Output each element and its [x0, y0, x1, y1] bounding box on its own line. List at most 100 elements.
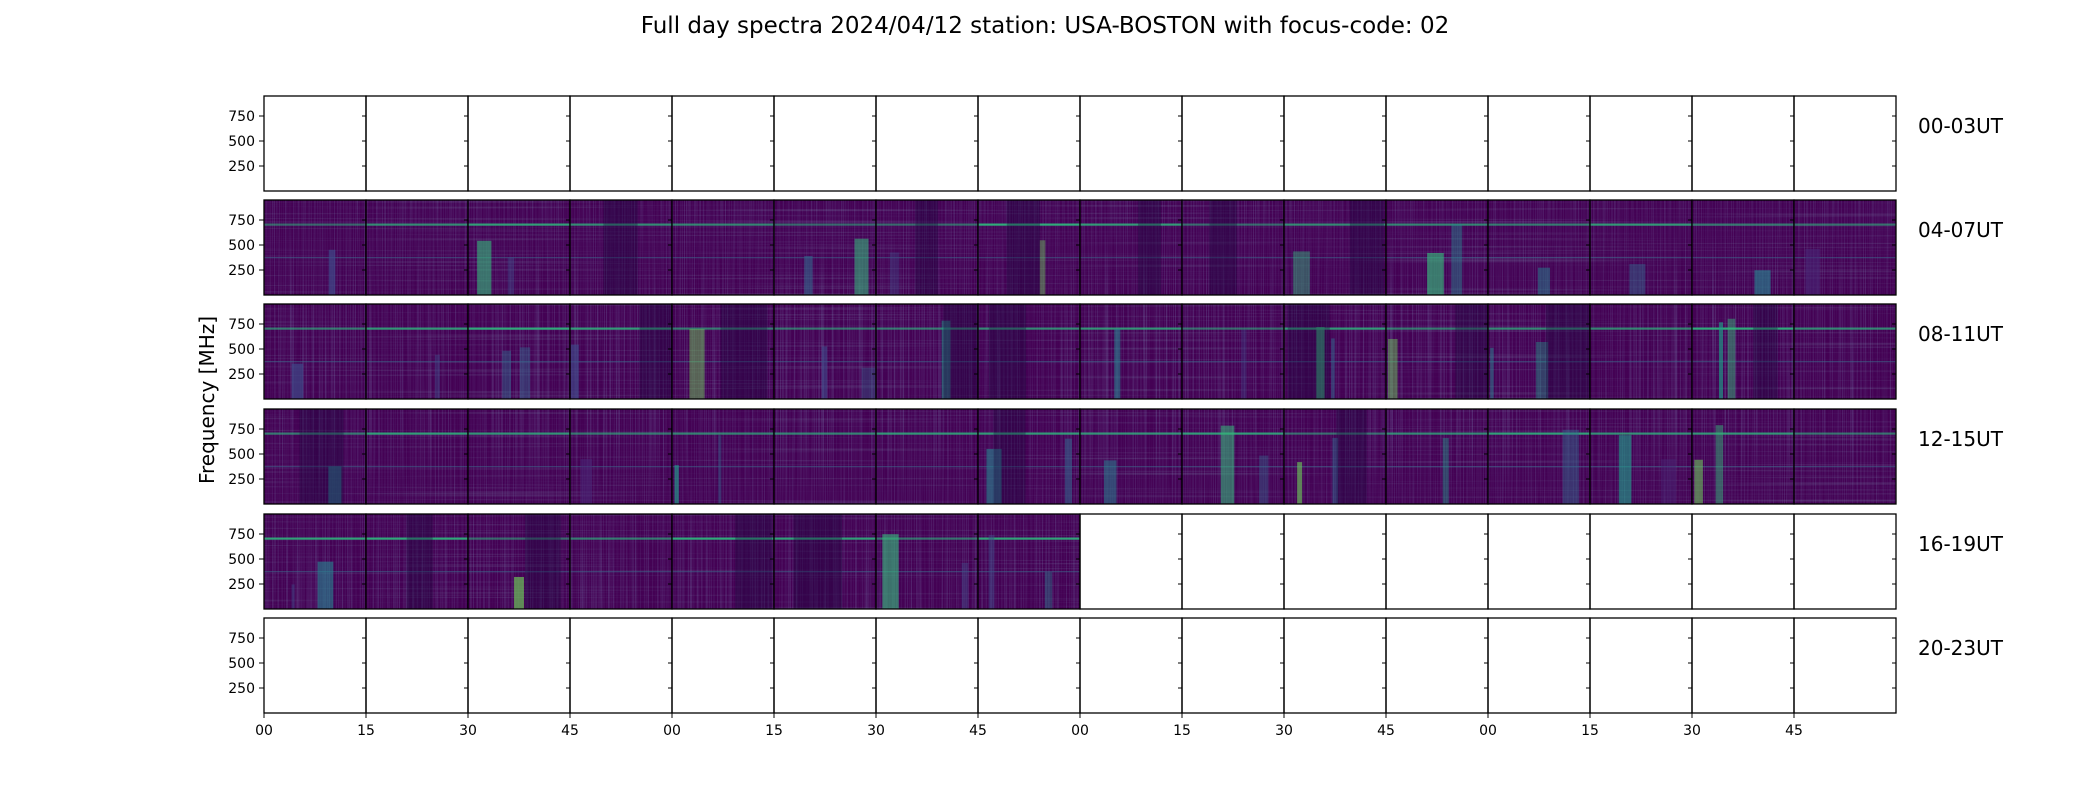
shade-mark	[720, 304, 768, 399]
panel-lines	[774, 409, 876, 504]
spectrum-panel	[365, 513, 469, 610]
panel-frame	[1385, 513, 1489, 610]
band-380mhz	[1488, 257, 1590, 259]
panel-lines	[468, 304, 570, 399]
band-380mhz	[672, 257, 774, 259]
band-380mhz	[468, 571, 570, 573]
x-tick-label: 00	[1479, 723, 1497, 739]
burst-mark	[821, 346, 828, 399]
spectrum-panel	[365, 617, 469, 714]
x-tick-label: 15	[1581, 723, 1599, 739]
spectrum-panel	[977, 617, 1081, 714]
shade-mark	[735, 514, 773, 609]
band-700mhz	[1692, 223, 1794, 226]
panel-lines	[264, 304, 366, 399]
band-700mhz	[468, 223, 570, 226]
burst-mark	[861, 367, 879, 399]
y-tick-label: 250	[228, 367, 255, 383]
x-tick-label: 30	[867, 723, 885, 739]
burst-mark	[1220, 425, 1235, 504]
band-380mhz	[1080, 257, 1182, 259]
panel-frame	[1385, 95, 1489, 192]
band-700mhz	[468, 537, 570, 540]
panel-lines	[366, 514, 468, 609]
panel-frame	[875, 617, 979, 714]
spectrum-panel	[467, 513, 571, 610]
shade-mark	[943, 304, 979, 399]
spectrum-panel	[1283, 617, 1387, 714]
panel-frame	[569, 617, 673, 714]
panel-frame	[977, 95, 1081, 192]
panel-lines	[570, 514, 672, 609]
row-time-label: 00-03UT	[1918, 114, 2004, 138]
panel-frame	[1283, 95, 1387, 192]
spectrum-panel	[773, 199, 877, 296]
band-700mhz	[1590, 223, 1692, 226]
panel-lines	[978, 200, 1080, 295]
spectrum-panel	[1691, 303, 1795, 400]
spectrum-panel	[671, 408, 775, 505]
panel-lines	[1488, 304, 1590, 399]
spectrum-panel	[1079, 199, 1183, 296]
panel-frame	[263, 617, 367, 714]
panel-rows: 750 500 250 00-03UT 750 500 250 04-07UT 750 500 25…	[228, 95, 2004, 714]
band-700mhz	[876, 432, 978, 435]
spectrum-panel	[467, 617, 571, 714]
band-700mhz	[672, 432, 774, 435]
band-700mhz	[1182, 223, 1284, 226]
x-tick-label: 00	[255, 723, 273, 739]
spectrum-panel	[1079, 303, 1183, 400]
panel-frame	[1793, 199, 1897, 296]
burst-mark	[1451, 224, 1463, 295]
band-380mhz	[570, 466, 672, 468]
spectrum-panel	[773, 617, 877, 714]
spectrum-panel	[1793, 617, 1897, 714]
burst-mark	[291, 584, 295, 609]
panel-frame	[1691, 95, 1795, 192]
panel-lines	[570, 200, 672, 295]
panel-frame	[1793, 303, 1897, 400]
spectrum-panel	[977, 303, 1081, 400]
burst-mark	[1331, 338, 1335, 399]
shade-mark	[299, 409, 344, 504]
band-700mhz	[1692, 327, 1794, 330]
spectrum-panel	[365, 303, 469, 400]
band-700mhz	[1590, 327, 1692, 330]
spectrum-panel	[773, 303, 879, 400]
panel-frame	[1793, 617, 1897, 714]
panel-frame	[977, 617, 1081, 714]
panel-lines	[468, 409, 570, 504]
band-700mhz	[570, 432, 672, 435]
band-700mhz	[570, 537, 672, 540]
band-700mhz	[264, 327, 366, 330]
spectrum-panel	[1487, 617, 1591, 714]
spectrum-panel	[1793, 513, 1897, 610]
spectrum-panel	[773, 95, 877, 192]
panel-lines	[1794, 304, 1896, 399]
burst-mark	[1727, 318, 1736, 399]
shade-mark	[525, 514, 561, 609]
row-08-11UT: 750 500 250 08-11UT	[228, 303, 2004, 400]
y-tick-label: 250	[228, 577, 255, 593]
band-700mhz	[264, 432, 366, 435]
burst-mark	[1719, 322, 1724, 399]
band-380mhz	[672, 361, 774, 363]
spectrum-panel	[773, 513, 877, 610]
band-700mhz	[468, 432, 570, 435]
band-380mhz	[1692, 466, 1794, 468]
panel-lines	[1080, 304, 1182, 399]
spectrum-panel	[1385, 408, 1489, 505]
burst-mark	[941, 320, 951, 399]
spectrum-panel	[875, 408, 979, 505]
chart-title: Full day spectra 2024/04/12 station: USA…	[641, 13, 1450, 39]
spectrum-panel	[569, 617, 673, 714]
panel-lines	[1080, 200, 1182, 295]
panel-lines	[1080, 409, 1182, 504]
panel-lines	[1386, 409, 1488, 504]
band-700mhz	[1386, 327, 1488, 330]
burst-mark	[514, 576, 524, 609]
panel-frame	[1283, 513, 1387, 610]
band-380mhz	[978, 571, 1080, 573]
x-tick-label: 30	[459, 723, 477, 739]
